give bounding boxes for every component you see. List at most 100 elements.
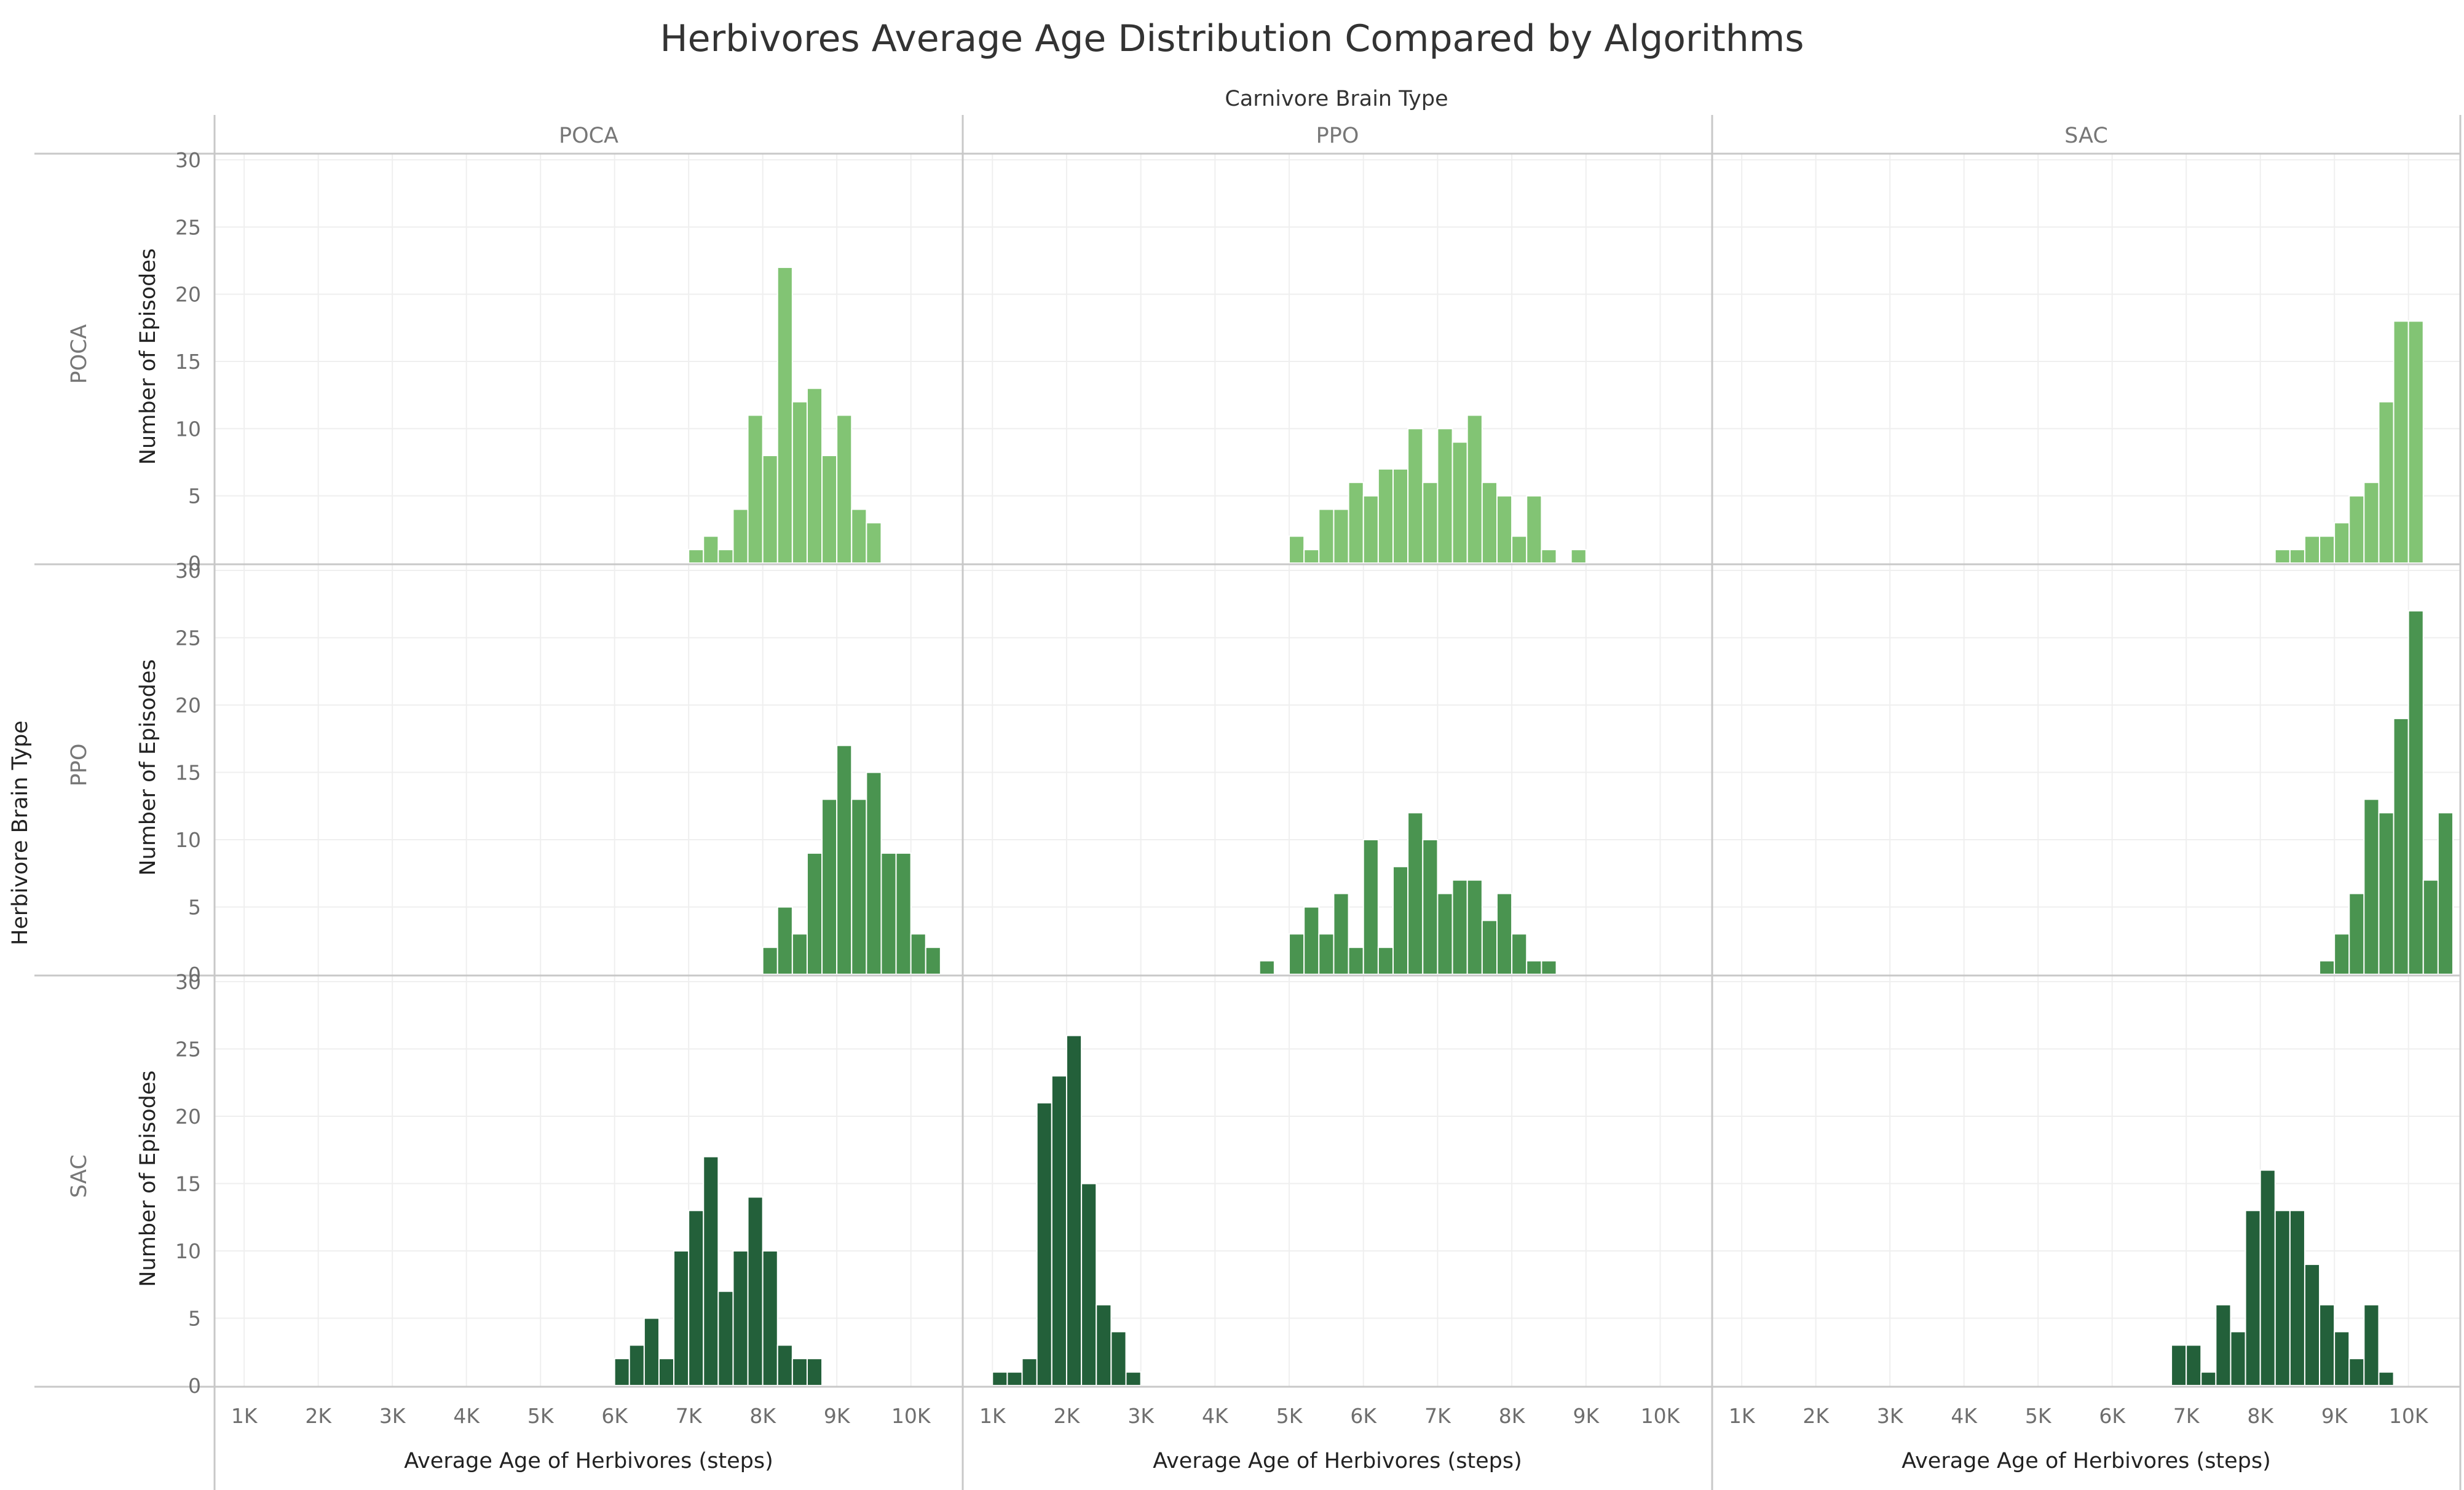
histogram-bar xyxy=(762,947,778,975)
y-axis-title: Number of Episodes xyxy=(136,1070,160,1287)
histogram-bar xyxy=(1526,960,1542,975)
histogram-bar xyxy=(1437,428,1453,564)
y-tick-label: 30 xyxy=(175,148,201,172)
y-axis-title: Number of Episodes xyxy=(136,659,160,875)
histogram-bar xyxy=(2289,1210,2305,1387)
x-tick-label: 4K xyxy=(1951,1404,1978,1428)
y-tick-label: 20 xyxy=(175,1105,201,1129)
y-axis-title: Number of Episodes xyxy=(136,248,160,465)
histogram-bar xyxy=(2348,1358,2365,1386)
histogram-bar xyxy=(1110,1331,1127,1386)
row-header-poca: POCA xyxy=(67,324,92,384)
y-tick-label: 25 xyxy=(175,215,201,239)
histogram-bar xyxy=(1125,1371,1142,1387)
histogram-bar xyxy=(2348,495,2365,564)
histogram-bar xyxy=(1289,535,1305,564)
y-tick-label: 0 xyxy=(188,1374,201,1398)
column-header-sac: SAC xyxy=(2064,124,2108,148)
x-tick-label: 2K xyxy=(1803,1404,1830,1428)
histogram-bar xyxy=(2363,1304,2380,1387)
histogram-bar xyxy=(836,414,853,564)
x-tick-label: 2K xyxy=(1054,1404,1081,1428)
x-tick-label: 2K xyxy=(305,1404,332,1428)
row-header-ppo: PPO xyxy=(67,744,92,787)
histogram-bar xyxy=(2393,320,2409,564)
histogram-bar xyxy=(2319,1304,2336,1387)
histogram-bar xyxy=(614,1358,630,1386)
histogram-bar xyxy=(1466,879,1483,975)
y-tick-label: 25 xyxy=(175,1038,201,1062)
x-tick-label: 9K xyxy=(824,1404,851,1428)
y-tick-label: 15 xyxy=(175,761,201,785)
x-tick-label: 8K xyxy=(749,1404,776,1428)
histogram-bar xyxy=(2245,1210,2261,1387)
x-tick-label: 4K xyxy=(453,1404,480,1428)
histogram-bar xyxy=(776,906,793,975)
y-tick-label: 25 xyxy=(175,626,201,650)
histogram-bar xyxy=(1036,1102,1052,1386)
y-tick-label: 5 xyxy=(188,896,201,920)
y-tick-label: 5 xyxy=(188,1307,201,1331)
y-tick-label: 20 xyxy=(175,283,201,307)
histogram-bar xyxy=(910,933,926,976)
histogram-bar xyxy=(1362,495,1379,564)
histogram-bar xyxy=(925,947,941,975)
histogram-bar xyxy=(851,798,867,976)
histogram-bar xyxy=(1289,933,1305,976)
histogram-bar xyxy=(2304,1263,2321,1386)
x-tick-label: 8K xyxy=(2247,1404,2274,1428)
histogram-bar xyxy=(1451,879,1468,975)
y-tick-label: 20 xyxy=(175,693,201,717)
histogram-bar xyxy=(673,1250,690,1386)
histogram-bar xyxy=(2378,401,2395,564)
histogram-bar xyxy=(2200,1371,2217,1387)
x-axis-title: Average Age of Herbivores (steps) xyxy=(1153,1449,1522,1473)
histogram-bar xyxy=(1333,508,1349,564)
x-tick-label: 6K xyxy=(601,1404,628,1428)
histogram-bar xyxy=(1303,906,1320,975)
histogram-bar xyxy=(1065,1035,1083,1386)
y-tick-label: 30 xyxy=(175,970,201,994)
histogram-bar xyxy=(1511,933,1528,976)
x-tick-label: 7K xyxy=(676,1404,703,1428)
histogram-bar xyxy=(866,771,882,975)
histogram-bar xyxy=(2378,1371,2395,1387)
histogram-bar xyxy=(806,1358,823,1386)
facet-grid: POCA PPO SAC POCA Number of Episodes 0 5 10 15 20… xyxy=(34,115,2462,1490)
histogram-bar xyxy=(2363,481,2380,564)
histogram-bar xyxy=(1377,947,1394,975)
y-tick-label: 15 xyxy=(175,350,201,374)
histogram-bar xyxy=(1526,495,1542,564)
histogram-bar xyxy=(732,1250,749,1386)
histogram-bar xyxy=(1481,481,1498,564)
histogram-bar xyxy=(1496,893,1513,975)
histogram-bar xyxy=(1303,549,1320,564)
histogram-bar xyxy=(717,1290,734,1386)
histogram-bar xyxy=(1348,947,1364,975)
y-tick-label: 10 xyxy=(175,417,201,441)
histogram-bar xyxy=(1422,839,1439,975)
histogram-bar xyxy=(1451,441,1468,564)
histogram-bar xyxy=(1081,1183,1097,1386)
x-axis-title: Average Age of Herbivores (steps) xyxy=(1901,1449,2271,1473)
histogram-bar xyxy=(2259,1169,2276,1386)
y-tick-label: 10 xyxy=(175,828,201,852)
histogram-bar xyxy=(791,1358,808,1386)
histogram-bar xyxy=(2289,549,2305,564)
x-tick-label: 7K xyxy=(2173,1404,2200,1428)
row-header-sac: SAC xyxy=(67,1154,92,1198)
histogram-bar xyxy=(732,508,749,564)
x-tick-label: 1K xyxy=(1729,1404,1756,1428)
histogram-bar xyxy=(806,852,823,976)
histogram-bar xyxy=(747,1196,764,1387)
histogram-bar xyxy=(2319,960,2336,975)
histogram-bar xyxy=(1333,893,1349,975)
y-tick-label: 0 xyxy=(188,551,201,575)
histogram-bar xyxy=(791,401,808,564)
histogram-bar xyxy=(2393,717,2409,976)
column-header-ppo: PPO xyxy=(1316,124,1359,148)
histogram-bar xyxy=(2274,1210,2291,1387)
histogram-bar xyxy=(1511,535,1528,564)
histogram-bar xyxy=(1570,549,1587,564)
